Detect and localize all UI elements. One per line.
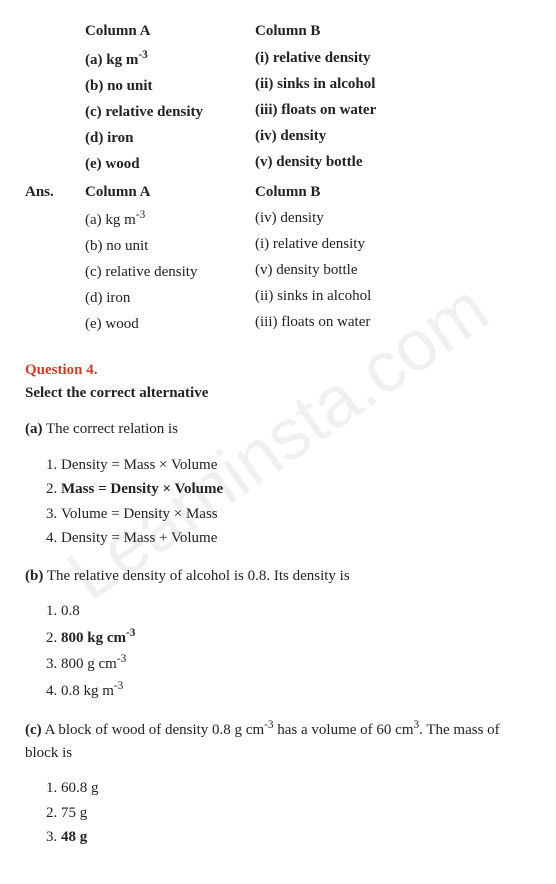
part-c-sup1: -3 bbox=[264, 719, 273, 731]
column-a-answer-header: Column A bbox=[85, 181, 255, 204]
column-row: (iii) floats on water bbox=[255, 97, 435, 123]
part-a-options: Density = Mass × VolumeMass = Density × … bbox=[43, 453, 531, 551]
column-row: (iv) density bbox=[255, 123, 435, 149]
column-row: (ii) sinks in alcohol bbox=[255, 71, 435, 97]
column-row: (b) no unit bbox=[85, 233, 255, 259]
column-b-header: Column B bbox=[255, 20, 435, 43]
column-row: (e) wood bbox=[85, 311, 255, 337]
part-c-text-mid: has a volume of 60 cm bbox=[274, 722, 414, 738]
column-row: (d) iron bbox=[85, 285, 255, 311]
part-c-label: (c) bbox=[25, 722, 42, 738]
column-row: (ii) sinks in alcohol bbox=[255, 283, 435, 309]
answer-label: Ans. bbox=[25, 181, 54, 204]
option-item: 0.8 kg m-3 bbox=[61, 677, 531, 704]
part-a-text: The correct relation is bbox=[43, 421, 179, 437]
column-row: (v) density bottle bbox=[255, 257, 435, 283]
column-row: (d) iron bbox=[85, 125, 255, 151]
part-b: (b) The relative density of alcohol is 0… bbox=[25, 565, 531, 588]
option-item: 800 kg cm-3 bbox=[61, 624, 531, 651]
part-c: (c) A block of wood of density 0.8 g cm-… bbox=[25, 717, 531, 764]
question-title: Select the correct alternative bbox=[25, 382, 531, 405]
column-row: (a) kg m-3 bbox=[85, 205, 255, 233]
option-item: Mass = Density × Volume bbox=[61, 477, 531, 502]
column-row: (c) relative density bbox=[85, 259, 255, 285]
option-item: Volume = Density × Mass bbox=[61, 502, 531, 527]
column-row: (iv) density bbox=[255, 205, 435, 231]
option-item: 0.8 bbox=[61, 599, 531, 624]
column-a-answer: Column A (a) kg m-3(b) no unit(c) relati… bbox=[85, 181, 255, 338]
column-a-header: Column A bbox=[85, 20, 255, 43]
column-b-answer: Column B (iv) density(i) relative densit… bbox=[255, 181, 435, 338]
option-item: 48 g bbox=[61, 825, 531, 850]
column-row: (iii) floats on water bbox=[255, 309, 435, 335]
column-row: (v) density bottle bbox=[255, 149, 435, 175]
column-row: (e) wood bbox=[85, 151, 255, 177]
part-b-text: The relative density of alcohol is 0.8. … bbox=[43, 568, 349, 584]
part-b-options: 0.8800 kg cm-3800 g cm-30.8 kg m-3 bbox=[43, 599, 531, 703]
column-row: (a) kg m-3 bbox=[85, 45, 255, 73]
match-answer: Ans. Column A (a) kg m-3(b) no unit(c) r… bbox=[25, 181, 531, 342]
part-a: (a) The correct relation is bbox=[25, 418, 531, 441]
option-item: 60.8 g bbox=[61, 776, 531, 801]
match-question: Column A (a) kg m-3(b) no unit(c) relati… bbox=[85, 20, 531, 177]
column-a-question: Column A (a) kg m-3(b) no unit(c) relati… bbox=[85, 20, 255, 177]
column-b-question: Column B (i) relative density(ii) sinks … bbox=[255, 20, 435, 177]
part-b-label: (b) bbox=[25, 568, 43, 584]
option-item: Density = Mass × Volume bbox=[61, 453, 531, 478]
option-item: 75 g bbox=[61, 801, 531, 826]
column-row: (b) no unit bbox=[85, 73, 255, 99]
option-item: 800 g cm-3 bbox=[61, 650, 531, 677]
column-row: (i) relative density bbox=[255, 45, 435, 71]
option-item: Density = Mass + Volume bbox=[61, 526, 531, 551]
question-number: Question 4. bbox=[25, 359, 531, 382]
part-a-label: (a) bbox=[25, 421, 43, 437]
column-row: (i) relative density bbox=[255, 231, 435, 257]
column-row: (c) relative density bbox=[85, 99, 255, 125]
part-c-options: 60.8 g75 g48 g bbox=[43, 776, 531, 850]
part-c-text-before: A block of wood of density 0.8 g cm bbox=[42, 722, 264, 738]
column-b-answer-header: Column B bbox=[255, 181, 435, 204]
